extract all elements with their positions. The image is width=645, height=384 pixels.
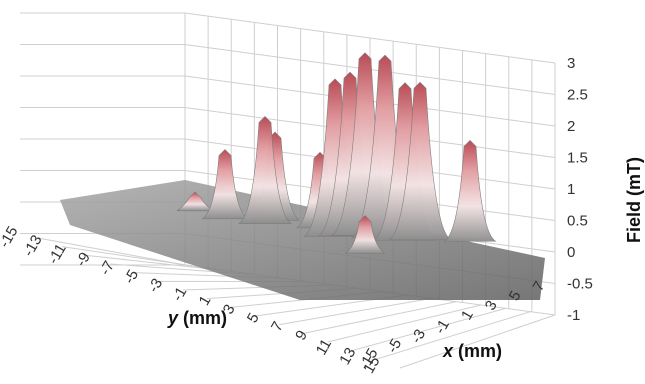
grid-line	[303, 301, 457, 334]
grid-line	[327, 304, 482, 343]
surface-peak	[201, 149, 249, 220]
y-tick-label: 15	[360, 354, 383, 377]
z-axis-ticks: -1 -0.5 0 0.5 1 1.5 2 2.5 3	[567, 55, 593, 324]
y-tick-label: -1	[169, 284, 190, 304]
surface-peak	[237, 116, 293, 224]
grid-line	[351, 307, 506, 352]
y-tick-label: 9	[292, 328, 311, 344]
z-tick-label: 1.5	[567, 150, 588, 167]
surface-peaks	[176, 52, 497, 254]
y-tick-label: -3	[145, 276, 166, 296]
grid-line	[62, 246, 210, 269]
z-tick-label: 0.5	[567, 213, 588, 230]
x-axis-title: x (mm)	[442, 341, 502, 361]
surface-peak	[443, 140, 497, 242]
x-tick-label: -5	[384, 336, 405, 356]
y-tick-label: -9	[72, 250, 93, 270]
surface-peak	[344, 215, 386, 254]
z-tick-label: 1	[567, 181, 575, 198]
y-tick-label: -11	[45, 241, 70, 267]
y-tick-label: 5	[244, 310, 263, 326]
x-tick-label: -1	[432, 317, 453, 337]
y-tick-label: 13	[336, 345, 359, 368]
y-tick-label: -13	[20, 232, 46, 259]
y-tick-label: -5	[121, 267, 142, 287]
y-tick-label: 11	[313, 336, 336, 358]
z-tick-label: 3	[567, 55, 575, 72]
y-axis-title: y (mm)	[167, 308, 227, 328]
surface-peak	[388, 81, 452, 241]
z-tick-label: 2.5	[567, 87, 588, 104]
z-axis-title: Field (mT)	[624, 157, 644, 243]
grid-line	[399, 314, 556, 369]
z-tick-label: -1	[567, 307, 580, 324]
y-tick-label: -15	[0, 224, 21, 251]
y-tick-label: 1	[196, 293, 215, 309]
grid-line	[37, 237, 186, 266]
grid-line	[279, 297, 432, 326]
surface-peak	[176, 191, 214, 212]
z-tick-label: -0.5	[567, 276, 593, 293]
z-tick-label: 0	[567, 244, 575, 261]
grid-line	[375, 311, 531, 360]
z-tick-label: 2	[567, 118, 575, 135]
y-tick-label: -7	[97, 258, 118, 278]
x-tick-label: 3	[482, 298, 501, 314]
y-tick-label: 7	[268, 319, 287, 335]
